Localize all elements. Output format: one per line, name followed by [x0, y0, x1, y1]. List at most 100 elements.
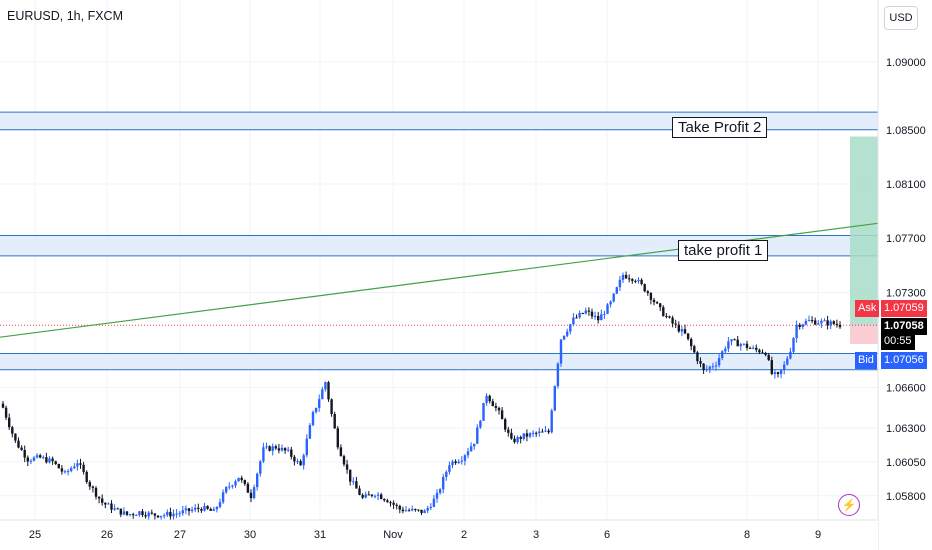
candle-body: [779, 370, 783, 374]
candle-body: [308, 425, 312, 439]
candle-body: [631, 279, 634, 281]
candle-body: [153, 513, 157, 516]
candle-body: [94, 487, 98, 497]
candle-body: [259, 461, 262, 474]
candle-body: [42, 457, 45, 459]
y-tick-label: 1.07700: [886, 233, 926, 245]
candle-body: [138, 511, 141, 515]
candle-body: [132, 514, 135, 516]
candle-body: [628, 278, 631, 280]
candle-body: [271, 446, 274, 451]
candle-body: [101, 498, 104, 503]
candle-body: [135, 514, 138, 516]
candle-body: [113, 508, 116, 510]
bid-tag-label: Bid: [855, 352, 877, 369]
candle-body: [361, 494, 364, 498]
candle-body: [380, 494, 383, 499]
take-profit-1-label: take profit 1: [678, 240, 769, 261]
candle-body: [789, 351, 792, 359]
candle-body: [29, 460, 33, 462]
candle-body: [256, 473, 259, 488]
candle-body: [293, 456, 296, 462]
candle-body: [206, 506, 209, 509]
candle-body: [187, 508, 191, 512]
candle-body: [88, 482, 91, 487]
candle-body: [197, 507, 200, 509]
candle-body: [655, 302, 659, 304]
candle-body: [603, 313, 606, 315]
candle-body: [262, 447, 265, 462]
candle-body: [826, 320, 829, 326]
candle-body: [733, 339, 736, 341]
candle-body: [621, 274, 625, 280]
candle-body: [817, 323, 820, 325]
candle-body: [314, 407, 318, 413]
candle-body: [659, 303, 662, 308]
candle-body: [355, 481, 358, 489]
candle-body: [510, 432, 513, 439]
candle-body: [104, 502, 107, 505]
candle-body: [1, 403, 5, 408]
candle-body: [652, 299, 656, 303]
time-axis[interactable]: 25 26 27 30 31 Nov 2 3 6 8 9: [0, 519, 878, 550]
candle-body: [643, 284, 646, 292]
candle-body: [668, 316, 671, 318]
currency-button[interactable]: USD: [884, 6, 918, 30]
candle-body: [240, 477, 243, 481]
candle-body: [252, 487, 256, 499]
candle-body: [748, 347, 752, 349]
price-axis[interactable]: 1.09000 1.08500 1.08100 1.07700 1.07300 1.066…: [877, 0, 932, 550]
candle-body: [745, 343, 749, 348]
candle-body: [544, 430, 547, 432]
candle-body: [175, 513, 178, 515]
y-tick-label: 1.08500: [886, 125, 926, 137]
take-profit-2-label: Take Profit 2: [672, 117, 768, 138]
candle-body: [835, 323, 839, 325]
x-tick-label: 30: [244, 529, 256, 541]
candle-body: [14, 433, 17, 441]
candle-body: [228, 486, 231, 488]
candle-body: [541, 431, 544, 433]
candle-body: [587, 310, 591, 312]
candle-body: [420, 509, 423, 514]
candle-body: [184, 508, 188, 511]
candle-body: [159, 515, 163, 518]
candle-body: [469, 446, 473, 452]
candle-body: [445, 471, 448, 478]
candle-body: [810, 320, 814, 322]
candle-body: [63, 471, 67, 473]
candle-body: [776, 372, 780, 374]
x-tick-label: 9: [815, 529, 821, 541]
candle-body: [383, 498, 386, 501]
candle-body: [513, 438, 516, 443]
candle-body: [35, 455, 39, 458]
countdown-tag: 00:55: [881, 333, 915, 350]
candle-body: [442, 477, 445, 490]
candle-body: [392, 502, 395, 505]
candle-body: [736, 339, 739, 347]
candle-body: [742, 343, 746, 345]
candle-body: [528, 433, 532, 437]
candle-body: [683, 329, 687, 334]
candle-body: [231, 485, 234, 487]
candle-body: [519, 437, 522, 440]
candle-body: [476, 427, 479, 444]
x-tick-label: 3: [533, 529, 539, 541]
lightning-icon[interactable]: ⚡: [838, 494, 860, 516]
y-tick-label: 1.06050: [886, 457, 926, 469]
candle-body: [699, 361, 702, 364]
y-tick-label: 1.08100: [886, 179, 926, 191]
candle-body: [609, 301, 612, 305]
x-tick-label: 2: [461, 529, 467, 541]
candle-body: [280, 447, 284, 451]
candle-body: [327, 382, 330, 400]
candle-body: [352, 481, 355, 483]
candle-body: [20, 447, 23, 450]
candle-body: [190, 509, 194, 512]
candle-body: [367, 494, 370, 496]
x-tick-label: 26: [101, 529, 113, 541]
candle-body: [497, 407, 501, 411]
x-tick-label: 25: [29, 529, 41, 541]
candle-body: [91, 486, 95, 488]
